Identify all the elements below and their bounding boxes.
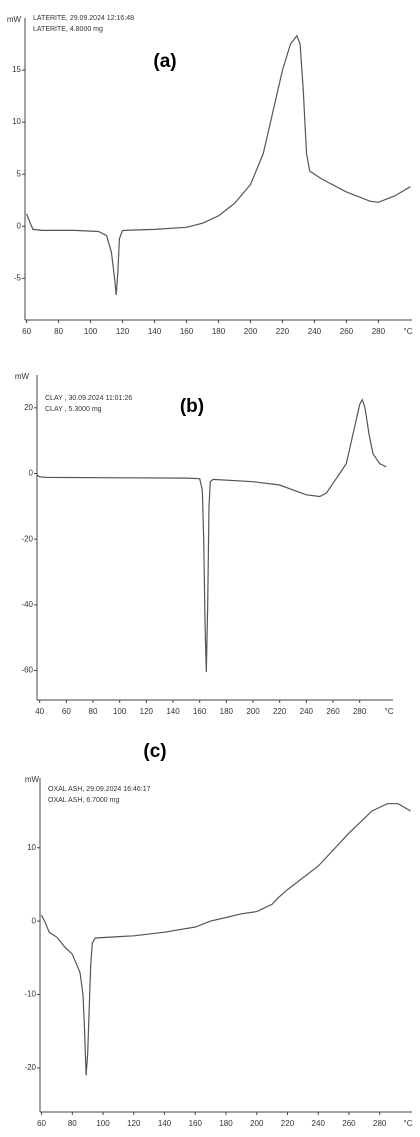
curve bbox=[26, 34, 411, 296]
x-unit: °C bbox=[385, 707, 394, 716]
y-unit: mW bbox=[25, 775, 40, 784]
x-tick-label: 180 bbox=[212, 327, 226, 336]
x-unit: °C bbox=[404, 1119, 413, 1128]
x-tick-label: 160 bbox=[193, 707, 207, 716]
x-tick-label: 60 bbox=[62, 707, 71, 716]
x-tick-label: 120 bbox=[127, 1119, 141, 1128]
x-tick-label: 200 bbox=[246, 707, 260, 716]
x-tick-label: 80 bbox=[89, 707, 98, 716]
y-tick-label: -20 bbox=[24, 1063, 36, 1072]
y-tick-label: 0 bbox=[17, 221, 22, 230]
y-tick-label: 10 bbox=[12, 117, 21, 126]
x-tick-label: 140 bbox=[166, 707, 180, 716]
x-tick-label: 80 bbox=[54, 327, 63, 336]
x-tick-label: 180 bbox=[220, 707, 234, 716]
annotation: OXAL ASH, 6.7000 mg bbox=[48, 797, 119, 804]
x-unit: °C bbox=[404, 327, 413, 336]
x-tick-label: 200 bbox=[250, 1119, 264, 1128]
x-tick-label: 100 bbox=[84, 327, 98, 336]
y-tick-label: 0 bbox=[29, 469, 34, 478]
x-tick-label: 180 bbox=[219, 1119, 233, 1128]
y-tick-label: 10 bbox=[27, 843, 36, 852]
panel-label: (b) bbox=[180, 396, 204, 417]
x-tick-label: 140 bbox=[148, 327, 162, 336]
annotation: CLAY , 5.3000 mg bbox=[45, 406, 102, 413]
x-tick-label: 260 bbox=[326, 707, 340, 716]
curve bbox=[40, 803, 411, 1076]
y-tick-label: -40 bbox=[21, 600, 33, 609]
y-unit: mW bbox=[15, 372, 30, 381]
x-tick-label: 100 bbox=[96, 1119, 110, 1128]
x-tick-label: 200 bbox=[244, 327, 258, 336]
x-tick-label: 120 bbox=[116, 327, 130, 336]
x-tick-label: 280 bbox=[373, 1119, 387, 1128]
x-tick-label: 120 bbox=[140, 707, 154, 716]
y-tick-label: -5 bbox=[14, 273, 22, 282]
x-tick-label: 240 bbox=[312, 1119, 326, 1128]
x-tick-label: 60 bbox=[37, 1119, 46, 1128]
x-tick-label: 280 bbox=[353, 707, 367, 716]
panel-label: (a) bbox=[153, 51, 176, 72]
y-tick-label: 5 bbox=[17, 169, 22, 178]
x-tick-label: 160 bbox=[189, 1119, 203, 1128]
x-tick-label: 280 bbox=[372, 327, 386, 336]
x-tick-label: 140 bbox=[158, 1119, 172, 1128]
x-tick-label: 240 bbox=[300, 707, 314, 716]
x-tick-label: 100 bbox=[113, 707, 127, 716]
y-tick-label: 0 bbox=[32, 916, 37, 925]
y-unit: mW bbox=[7, 15, 22, 24]
panel-label: (c) bbox=[143, 741, 166, 762]
y-tick-label: -10 bbox=[24, 990, 36, 999]
annotation: LATERITE, 4.8000 mg bbox=[33, 26, 103, 33]
y-tick-label: 20 bbox=[24, 403, 33, 412]
annotation: OXAL ASH, 29.09.2024 16:46:17 bbox=[48, 786, 151, 793]
curve bbox=[36, 398, 387, 673]
x-tick-label: 60 bbox=[22, 327, 31, 336]
x-tick-label: 220 bbox=[281, 1119, 295, 1128]
x-tick-label: 220 bbox=[276, 327, 290, 336]
x-tick-label: 240 bbox=[308, 327, 322, 336]
y-tick-label: -20 bbox=[21, 534, 33, 543]
x-tick-label: 260 bbox=[342, 1119, 356, 1128]
y-tick-label: -60 bbox=[21, 666, 33, 675]
x-tick-label: 260 bbox=[340, 327, 354, 336]
x-tick-label: 80 bbox=[68, 1119, 77, 1128]
annotation: CLAY , 30.09.2024 11:01:26 bbox=[45, 395, 132, 402]
x-tick-label: 160 bbox=[180, 327, 194, 336]
y-tick-label: 15 bbox=[12, 65, 21, 74]
x-tick-label: 220 bbox=[273, 707, 287, 716]
annotation: LATERITE, 29.09.2024 12:16:48 bbox=[33, 15, 134, 22]
x-tick-label: 40 bbox=[35, 707, 44, 716]
